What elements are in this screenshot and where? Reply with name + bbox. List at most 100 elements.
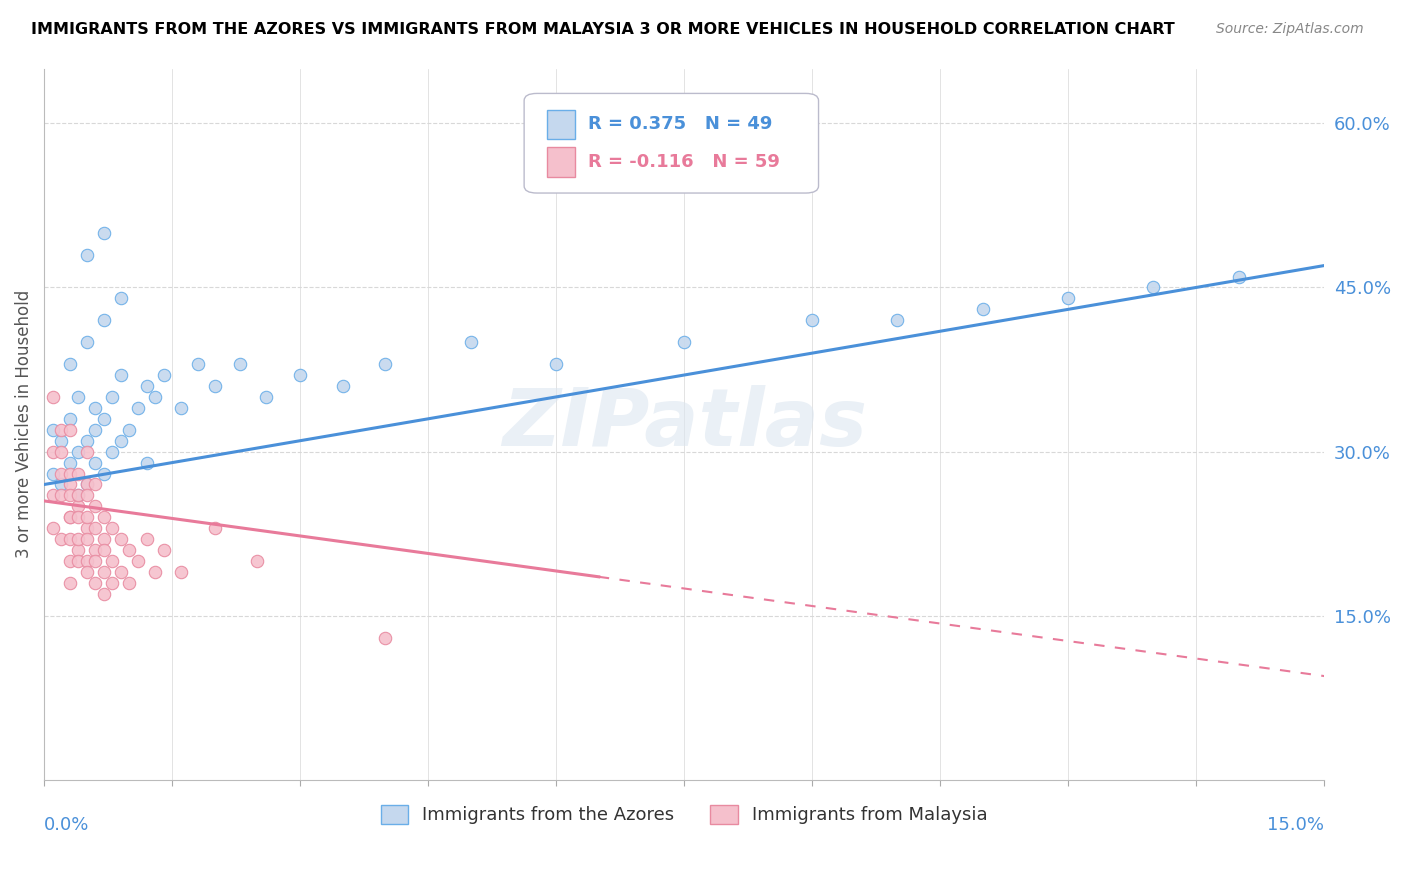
Point <box>41 390 63 404</box>
Text: R = 0.375   N = 49: R = 0.375 N = 49 <box>588 115 772 134</box>
Point <box>76 521 98 535</box>
Point <box>59 357 82 371</box>
Point <box>51 434 73 448</box>
Point <box>76 434 98 448</box>
Point <box>187 357 209 371</box>
Point <box>67 543 90 558</box>
Point <box>110 368 132 382</box>
Point <box>84 521 107 535</box>
Point <box>152 368 174 382</box>
Point <box>143 390 166 404</box>
Point <box>374 631 396 645</box>
Point <box>76 488 98 502</box>
FancyBboxPatch shape <box>547 110 575 139</box>
Point <box>67 488 90 502</box>
Point <box>152 543 174 558</box>
Point <box>84 477 107 491</box>
Point <box>972 302 994 317</box>
Point <box>204 521 226 535</box>
Point <box>59 554 82 568</box>
Point <box>93 467 115 481</box>
Point <box>110 533 132 547</box>
Point <box>254 390 277 404</box>
Point <box>67 554 90 568</box>
Point <box>59 423 82 437</box>
Point <box>101 554 124 568</box>
Point <box>93 565 115 579</box>
Point <box>51 477 73 491</box>
Text: IMMIGRANTS FROM THE AZORES VS IMMIGRANTS FROM MALAYSIA 3 OR MORE VEHICLES IN HOU: IMMIGRANTS FROM THE AZORES VS IMMIGRANTS… <box>31 22 1174 37</box>
Point <box>41 488 63 502</box>
Point <box>135 533 157 547</box>
Point <box>110 565 132 579</box>
Point <box>59 477 82 491</box>
Point <box>118 423 141 437</box>
Point <box>76 477 98 491</box>
Point <box>118 543 141 558</box>
Point <box>84 401 107 415</box>
Point <box>135 379 157 393</box>
Point <box>67 500 90 514</box>
Text: R = -0.116   N = 59: R = -0.116 N = 59 <box>588 153 780 171</box>
Point <box>59 533 82 547</box>
Point <box>374 357 396 371</box>
Point <box>101 390 124 404</box>
Point <box>110 292 132 306</box>
Point <box>93 587 115 601</box>
Point <box>288 368 311 382</box>
Point <box>51 444 73 458</box>
Point <box>51 533 73 547</box>
Point <box>1057 292 1080 306</box>
Point <box>51 488 73 502</box>
Point <box>76 477 98 491</box>
Point <box>93 412 115 426</box>
Point <box>1227 269 1250 284</box>
Point <box>93 313 115 327</box>
Point <box>76 335 98 350</box>
Point <box>93 533 115 547</box>
Point <box>127 401 149 415</box>
Text: 0.0%: 0.0% <box>44 815 90 834</box>
Point <box>67 488 90 502</box>
Point <box>59 412 82 426</box>
Point <box>76 565 98 579</box>
Point <box>76 510 98 524</box>
Point <box>84 576 107 591</box>
Point <box>143 565 166 579</box>
Text: ZIPatlas: ZIPatlas <box>502 385 866 463</box>
Point <box>59 576 82 591</box>
Point <box>1142 280 1164 294</box>
Point <box>673 335 696 350</box>
Point <box>41 423 63 437</box>
Point <box>41 521 63 535</box>
Point <box>169 565 191 579</box>
Point <box>59 510 82 524</box>
Point <box>118 576 141 591</box>
Point <box>51 423 73 437</box>
Point <box>59 510 82 524</box>
Y-axis label: 3 or more Vehicles in Household: 3 or more Vehicles in Household <box>15 290 32 558</box>
Point <box>332 379 354 393</box>
Point <box>84 456 107 470</box>
FancyBboxPatch shape <box>524 94 818 193</box>
Point <box>801 313 824 327</box>
Point <box>546 357 568 371</box>
Point <box>59 456 82 470</box>
Point <box>204 379 226 393</box>
Point <box>93 226 115 240</box>
Point <box>76 444 98 458</box>
Point <box>84 543 107 558</box>
Point <box>84 423 107 437</box>
Point <box>59 467 82 481</box>
Point <box>67 510 90 524</box>
Point <box>67 390 90 404</box>
Point <box>246 554 269 568</box>
Point <box>101 444 124 458</box>
Point <box>93 543 115 558</box>
Point <box>59 488 82 502</box>
Point <box>41 444 63 458</box>
Point <box>101 576 124 591</box>
Point <box>101 521 124 535</box>
Legend: Immigrants from the Azores, Immigrants from Malaysia: Immigrants from the Azores, Immigrants f… <box>381 805 987 824</box>
Text: Source: ZipAtlas.com: Source: ZipAtlas.com <box>1216 22 1364 37</box>
